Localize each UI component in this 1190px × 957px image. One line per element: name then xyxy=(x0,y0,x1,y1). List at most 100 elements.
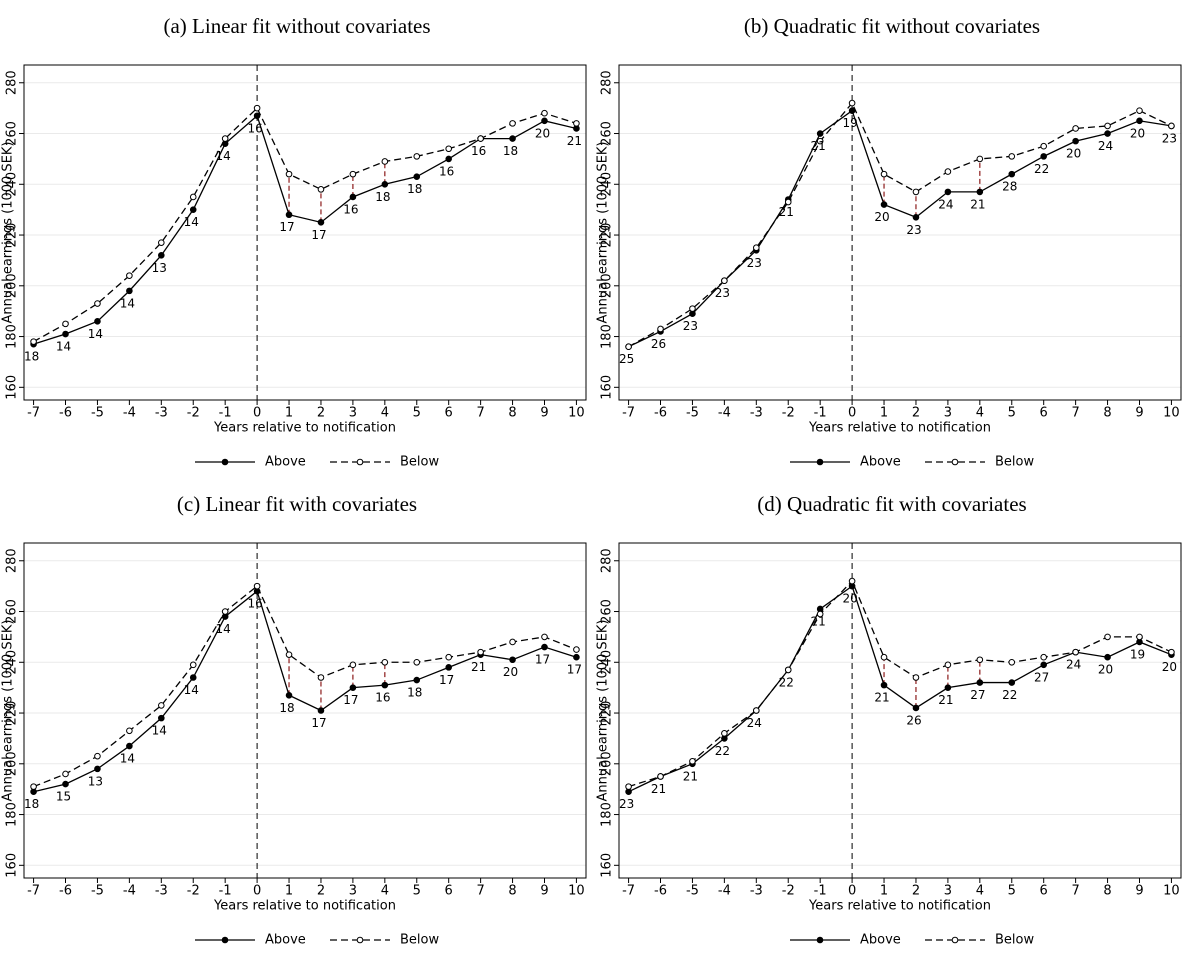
point-label: 18 xyxy=(24,797,39,811)
y-tick-label: 240 xyxy=(5,172,20,197)
y-tick-label: 200 xyxy=(5,751,20,776)
point xyxy=(721,730,728,737)
legend-label: Below xyxy=(400,455,439,470)
point-label: 23 xyxy=(683,319,698,333)
series-line xyxy=(33,107,577,343)
x-tick-label: 1 xyxy=(285,884,293,899)
x-axis-label: Years relative to notification xyxy=(213,899,396,914)
point xyxy=(381,158,389,165)
point-label: 15 xyxy=(56,790,71,804)
x-tick-label: 2 xyxy=(912,884,920,899)
point-label: 16 xyxy=(247,597,262,611)
point xyxy=(126,287,133,295)
point xyxy=(1168,648,1175,656)
point-label: 17 xyxy=(535,653,550,667)
point-label: 21 xyxy=(970,197,985,211)
x-tick-label: -7 xyxy=(622,406,635,421)
point xyxy=(880,201,888,208)
point-label: 20 xyxy=(874,210,889,224)
y-tick-label: 200 xyxy=(600,751,615,776)
series-line xyxy=(628,585,1172,793)
x-tick-label: -1 xyxy=(219,406,232,421)
y-axis-label: Annual earnings (1000 SEK) xyxy=(596,142,611,324)
point xyxy=(253,582,261,590)
point-label: 24 xyxy=(1098,139,1113,153)
point xyxy=(62,780,69,788)
y-tick-label: 160 xyxy=(5,375,20,400)
x-tick-label: -2 xyxy=(782,884,795,899)
point-label: 21 xyxy=(779,205,794,219)
point-label: 20 xyxy=(1066,147,1081,161)
point xyxy=(477,135,484,142)
x-tick-label: 6 xyxy=(1040,884,1048,899)
point xyxy=(753,244,760,252)
y-tick-label: 280 xyxy=(5,548,20,573)
point xyxy=(158,239,165,246)
series-line xyxy=(628,101,1172,348)
legend-label: Above xyxy=(860,455,901,470)
x-tick-label: -3 xyxy=(155,406,168,421)
point-label: 17 xyxy=(311,228,326,242)
point xyxy=(912,674,920,681)
point xyxy=(541,117,548,125)
point xyxy=(413,153,421,160)
y-tick-label: 220 xyxy=(5,701,20,726)
y-tick-label: 280 xyxy=(5,70,20,95)
point-label: 21 xyxy=(471,660,486,674)
point-label: 21 xyxy=(567,134,582,148)
point xyxy=(349,684,357,691)
point xyxy=(94,300,101,307)
point xyxy=(1008,170,1016,178)
x-tick-label: 2 xyxy=(317,406,325,421)
point-label: 27 xyxy=(970,688,985,702)
x-tick-label: -6 xyxy=(59,406,72,421)
x-tick-label: -6 xyxy=(59,884,72,899)
point xyxy=(625,343,632,351)
x-tick-label: 0 xyxy=(848,406,856,421)
point-label: 27 xyxy=(1034,670,1049,684)
point xyxy=(62,330,69,338)
x-tick-label: 2 xyxy=(317,884,325,899)
x-tick-label: -7 xyxy=(27,406,40,421)
point xyxy=(1040,142,1047,150)
point xyxy=(753,707,760,714)
x-tick-label: -3 xyxy=(750,884,763,899)
x-tick-label: 7 xyxy=(476,406,484,421)
x-tick-label: -4 xyxy=(123,406,136,421)
legend-marker xyxy=(356,936,364,944)
point-label: 16 xyxy=(375,691,390,705)
point-label: 21 xyxy=(938,693,953,707)
x-tick-label: 3 xyxy=(349,406,357,421)
point xyxy=(1104,633,1111,641)
point xyxy=(784,198,792,206)
x-tick-label: -3 xyxy=(750,406,763,421)
y-axis-label: Annual earnings (1000 SEK) xyxy=(1,142,16,324)
y-tick-label: 180 xyxy=(600,802,615,827)
point xyxy=(1104,653,1111,661)
point-label: 14 xyxy=(216,622,231,636)
x-tick-label: 5 xyxy=(1008,406,1016,421)
x-axis-label: Years relative to notification xyxy=(808,899,991,914)
point xyxy=(413,676,421,684)
point xyxy=(509,656,516,664)
x-tick-label: -5 xyxy=(91,406,104,421)
x-tick-label: 6 xyxy=(445,884,453,899)
x-tick-label: 6 xyxy=(445,406,453,421)
legend-marker xyxy=(951,458,959,466)
point xyxy=(158,252,165,259)
point xyxy=(573,120,580,127)
point-label: 18 xyxy=(24,350,39,364)
point-label: 17 xyxy=(567,663,582,677)
point xyxy=(1072,125,1079,132)
y-axis-label: Annual earnings (1000 SEK) xyxy=(596,620,611,802)
point xyxy=(317,674,325,681)
point xyxy=(126,742,133,750)
point-label: 14 xyxy=(120,296,135,310)
panel: (a) Linear fit without covariates1601802… xyxy=(1,14,587,470)
point-label: 20 xyxy=(1130,126,1145,140)
point xyxy=(880,681,888,689)
x-tick-label: 4 xyxy=(381,884,389,899)
point-label: 25 xyxy=(619,352,634,366)
point xyxy=(944,684,952,691)
x-tick-label: 5 xyxy=(413,884,421,899)
